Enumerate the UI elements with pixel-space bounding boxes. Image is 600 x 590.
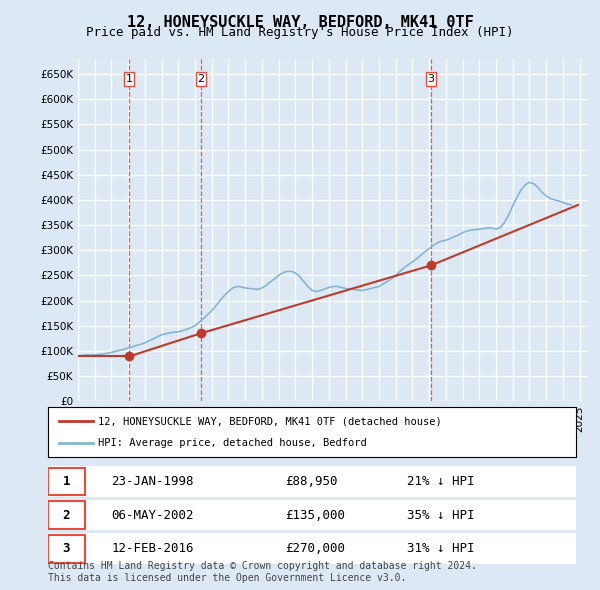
Text: £88,950: £88,950	[286, 475, 338, 488]
Text: 3: 3	[63, 542, 70, 555]
Text: 23-JAN-1998: 23-JAN-1998	[112, 475, 194, 488]
Text: 1: 1	[125, 74, 133, 84]
Text: 12-FEB-2016: 12-FEB-2016	[112, 542, 194, 555]
Text: 06-MAY-2002: 06-MAY-2002	[112, 509, 194, 522]
Text: 3: 3	[428, 74, 434, 84]
Text: Contains HM Land Registry data © Crown copyright and database right 2024.
This d: Contains HM Land Registry data © Crown c…	[48, 561, 477, 583]
Text: 21% ↓ HPI: 21% ↓ HPI	[407, 475, 475, 488]
Text: 12, HONEYSUCKLE WAY, BEDFORD, MK41 0TF: 12, HONEYSUCKLE WAY, BEDFORD, MK41 0TF	[127, 15, 473, 30]
FancyBboxPatch shape	[48, 502, 85, 529]
Text: HPI: Average price, detached house, Bedford: HPI: Average price, detached house, Bedf…	[98, 438, 367, 448]
FancyBboxPatch shape	[48, 468, 85, 495]
Text: 35% ↓ HPI: 35% ↓ HPI	[407, 509, 475, 522]
FancyBboxPatch shape	[48, 535, 85, 562]
Text: 12, HONEYSUCKLE WAY, BEDFORD, MK41 0TF (detached house): 12, HONEYSUCKLE WAY, BEDFORD, MK41 0TF (…	[98, 416, 442, 426]
Text: 2: 2	[63, 509, 70, 522]
Text: Price paid vs. HM Land Registry's House Price Index (HPI): Price paid vs. HM Land Registry's House …	[86, 26, 514, 39]
Text: £270,000: £270,000	[286, 542, 346, 555]
Text: 31% ↓ HPI: 31% ↓ HPI	[407, 542, 475, 555]
Text: 1: 1	[63, 475, 70, 488]
Text: £135,000: £135,000	[286, 509, 346, 522]
Text: 2: 2	[197, 74, 205, 84]
